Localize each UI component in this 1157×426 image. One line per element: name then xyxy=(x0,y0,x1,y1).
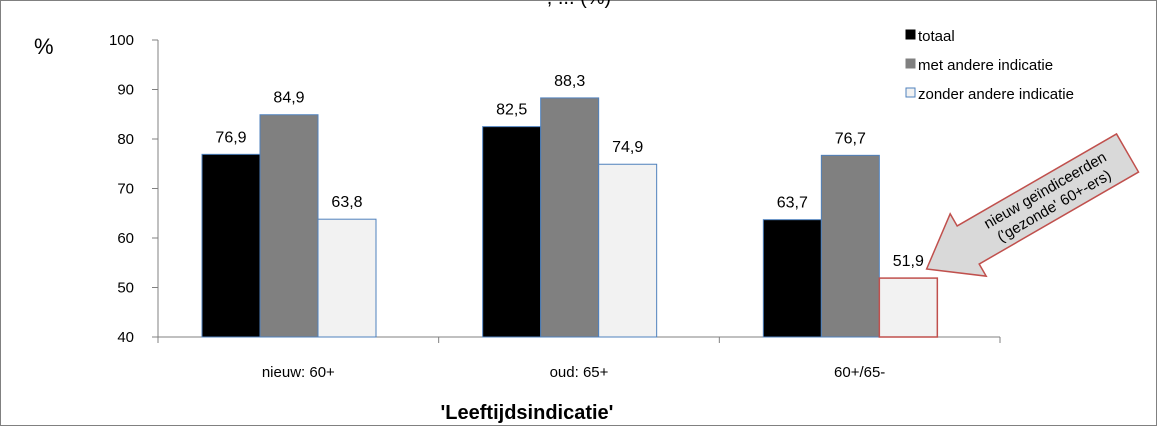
x-tick-label: oud: 65+ xyxy=(550,364,609,381)
bar-met-andere-indicatie-0 xyxy=(259,114,319,338)
x-tick-label: 60+/65- xyxy=(834,364,885,381)
bar-zonder-andere-indicatie-0 xyxy=(317,218,377,338)
bar-met-andere-indicatie-1 xyxy=(540,97,600,338)
data-label: 63,8 xyxy=(331,194,362,211)
bar-totaal-0 xyxy=(201,153,261,338)
data-labels: 76,9 82,5 63,7 84,9 88,3 76,7 63,8 74,9 51,9 xyxy=(215,73,924,270)
bar-totaal-2 xyxy=(762,219,822,338)
y-tick-label: 40 xyxy=(117,329,134,346)
bar-zonder-andere-indicatie-2 xyxy=(878,277,939,338)
legend-label: zonder andere indicatie xyxy=(918,86,1074,103)
bars xyxy=(201,97,939,338)
legend: totaal met andere indicatie zonder andere … xyxy=(905,28,1074,103)
data-label: 63,7 xyxy=(777,195,808,212)
data-label: 74,9 xyxy=(612,139,643,156)
y-tick-label: 100 xyxy=(109,32,134,49)
bar-zonder-andere-indicatie-1 xyxy=(598,163,658,338)
callout-arrow-shape xyxy=(925,132,1140,278)
data-label: 84,9 xyxy=(273,90,304,107)
y-tick-label: 80 xyxy=(117,131,134,148)
legend-swatch xyxy=(905,58,916,69)
data-label: 82,5 xyxy=(496,102,527,119)
data-label: 76,7 xyxy=(835,130,866,147)
bar-totaal-1 xyxy=(482,126,542,338)
y-axis-label: % xyxy=(34,34,54,59)
chart-title: , ... (%) xyxy=(547,0,611,9)
legend-label: met andere indicatie xyxy=(918,57,1053,74)
y-tick-label: 60 xyxy=(117,230,134,247)
legend-swatch xyxy=(905,29,916,40)
data-label: 51,9 xyxy=(893,253,924,270)
x-axis-title: 'Leeftijdsindicatie' xyxy=(441,402,614,424)
y-axis: 40 50 60 70 80 90 100 xyxy=(109,32,159,346)
y-tick-label: 50 xyxy=(117,280,134,297)
data-label: 88,3 xyxy=(554,73,585,90)
bar-met-andere-indicatie-2 xyxy=(820,154,880,338)
x-tick-label: nieuw: 60+ xyxy=(262,364,335,381)
y-tick-label: 90 xyxy=(117,82,134,99)
data-label: 76,9 xyxy=(215,129,246,146)
y-tick-label: 70 xyxy=(117,181,134,198)
legend-swatch xyxy=(905,87,916,98)
legend-label: totaal xyxy=(918,28,955,45)
